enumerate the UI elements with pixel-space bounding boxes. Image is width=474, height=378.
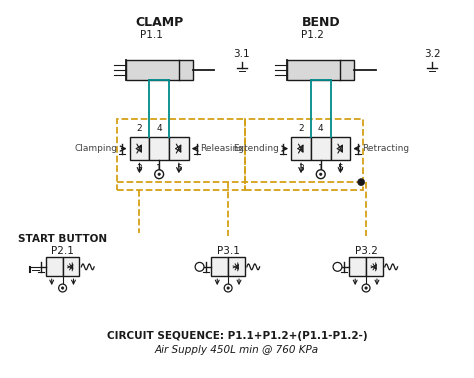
Bar (366, 257, 383, 276)
Bar (63, 257, 79, 276)
Text: P3.1: P3.1 (217, 246, 239, 256)
Text: 3: 3 (298, 164, 304, 174)
Text: Extending: Extending (234, 144, 279, 153)
Text: 1: 1 (318, 164, 324, 174)
Text: Clamping: Clamping (75, 144, 118, 153)
Bar (330, 137, 350, 160)
Bar (291, 137, 311, 160)
Text: 2: 2 (137, 124, 142, 133)
Text: 5: 5 (176, 164, 182, 174)
Bar (117, 119, 245, 190)
Bar (149, 137, 169, 160)
Circle shape (195, 262, 204, 271)
Bar (126, 60, 192, 80)
Text: 5: 5 (337, 164, 343, 174)
Text: Releasing: Releasing (201, 144, 245, 153)
Text: 3.2: 3.2 (424, 49, 440, 59)
Circle shape (362, 284, 370, 292)
Text: P2.1: P2.1 (51, 246, 74, 256)
Circle shape (224, 284, 232, 292)
Text: CIRCUIT SEQUENCE: P1.1+P1.2+(P1.1-P1.2-): CIRCUIT SEQUENCE: P1.1+P1.2+(P1.1-P1.2-) (107, 331, 367, 341)
Bar (245, 119, 363, 190)
Circle shape (316, 170, 325, 179)
Text: Retracting: Retracting (362, 144, 409, 153)
Circle shape (227, 287, 229, 289)
Circle shape (59, 284, 66, 292)
Text: 4: 4 (156, 124, 162, 133)
Text: BEND: BEND (301, 16, 340, 29)
Bar (311, 137, 330, 160)
Bar (129, 137, 149, 160)
Text: Air Supply 450L min @ 760 KPa: Air Supply 450L min @ 760 KPa (155, 345, 319, 355)
Text: START BUTTON: START BUTTON (18, 234, 107, 244)
Text: 3: 3 (137, 164, 142, 174)
Circle shape (365, 287, 367, 289)
Circle shape (62, 287, 64, 289)
Text: P3.2: P3.2 (355, 246, 377, 256)
Circle shape (333, 262, 342, 271)
Text: P1.1: P1.1 (140, 30, 163, 40)
Text: 2: 2 (298, 124, 304, 133)
Circle shape (358, 179, 365, 186)
Bar (46, 257, 63, 276)
Bar (228, 257, 245, 276)
Text: 4: 4 (318, 124, 324, 133)
Circle shape (158, 173, 160, 175)
Text: P1.2: P1.2 (301, 30, 324, 40)
Circle shape (319, 173, 322, 175)
Text: 3.1: 3.1 (234, 49, 250, 59)
Text: CLAMP: CLAMP (135, 16, 183, 29)
Text: 1: 1 (156, 164, 162, 174)
Bar (287, 60, 354, 80)
Bar (169, 137, 189, 160)
Bar (211, 257, 228, 276)
Bar (349, 257, 366, 276)
Circle shape (155, 170, 164, 179)
